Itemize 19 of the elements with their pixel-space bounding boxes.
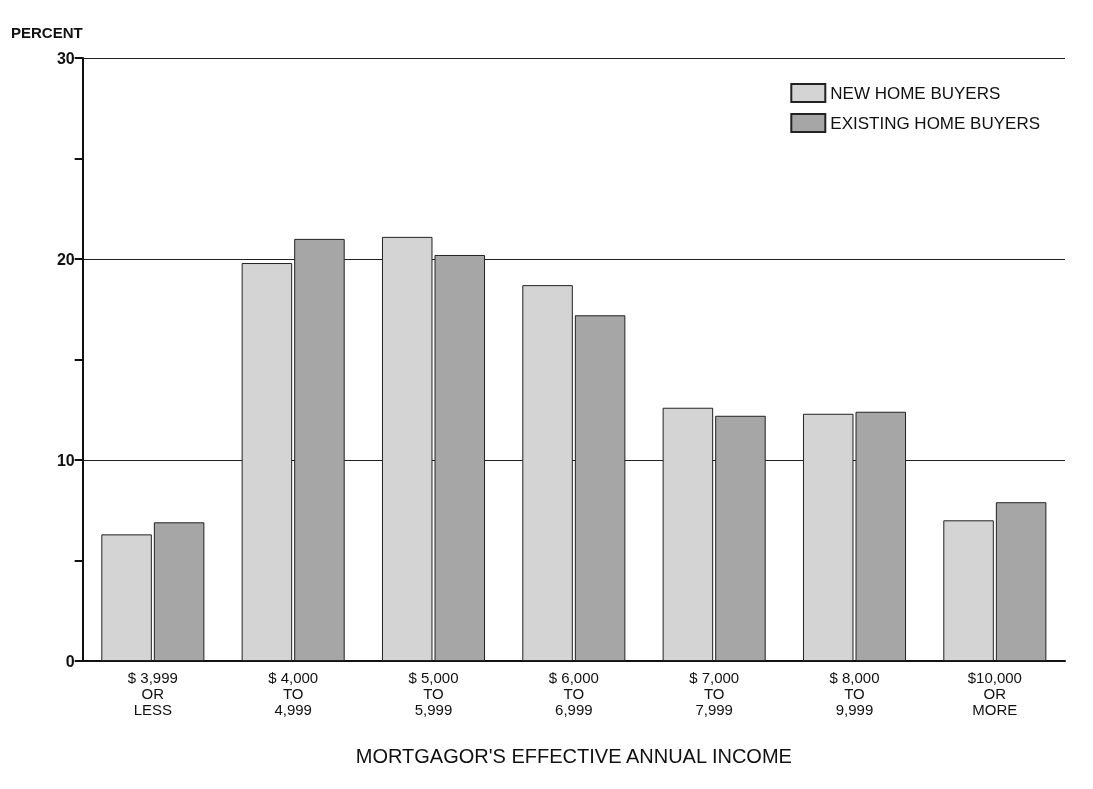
bar (995, 502, 1047, 661)
y-axis-title: PERCENT (10, 24, 83, 41)
y-tick-label: 10 (56, 451, 75, 469)
x-tick-label: $ 4,000 TO 4,999 (268, 668, 319, 718)
y-tick-label: 0 (65, 652, 75, 670)
x-tick-label: $ 8,000 TO 9,999 (829, 668, 880, 718)
x-tick-label: $ 6,000 TO 6,999 (548, 668, 599, 718)
x-tick-label: $ 3,999 OR LESS (127, 668, 178, 718)
bar (101, 534, 152, 661)
bar (153, 522, 205, 661)
x-axis-title: MORTGAGOR'S EFFECTIVE ANNUAL INCOME (355, 745, 792, 767)
y-tick-label: 30 (56, 49, 75, 67)
x-tick-label: $ 5,000 TO 5,999 (408, 668, 459, 718)
bar (943, 520, 994, 661)
x-tick-label: $ 7,000 TO 7,999 (689, 668, 740, 718)
legend-label: NEW HOME BUYERS (830, 83, 1001, 103)
legend-label: EXISTING HOME BUYERS (830, 113, 1040, 133)
y-tick-label: 20 (56, 250, 75, 268)
x-tick-label: $10,000 OR MORE (967, 668, 1022, 718)
